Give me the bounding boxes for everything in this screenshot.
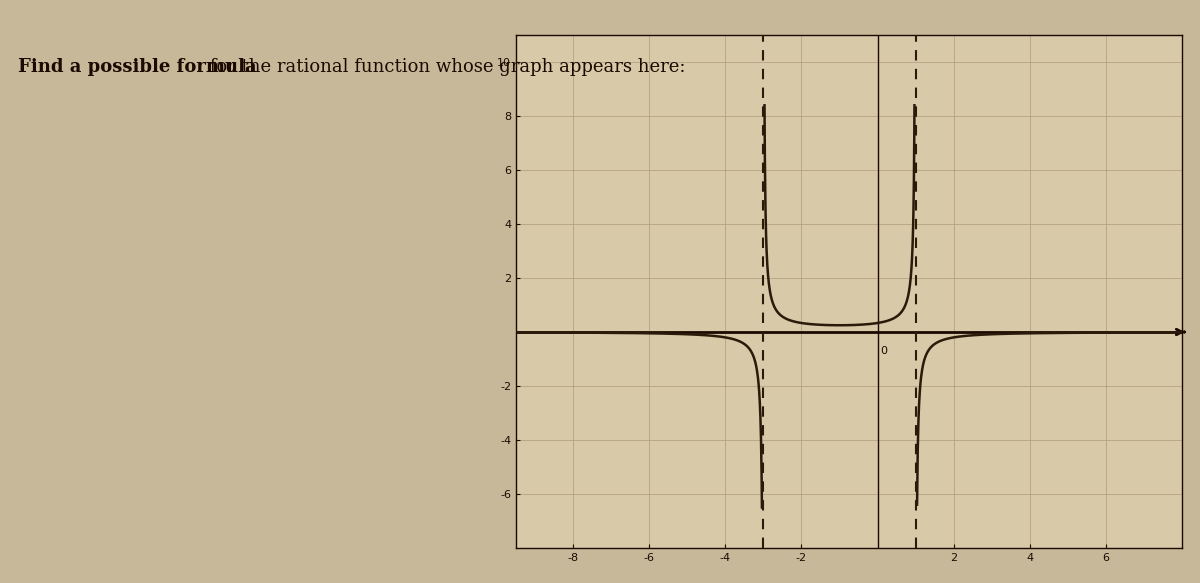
Text: Find a possible formula: Find a possible formula bbox=[18, 58, 257, 76]
Text: 0: 0 bbox=[880, 346, 887, 356]
Text: for the rational function whose graph appears here:: for the rational function whose graph ap… bbox=[204, 58, 685, 76]
